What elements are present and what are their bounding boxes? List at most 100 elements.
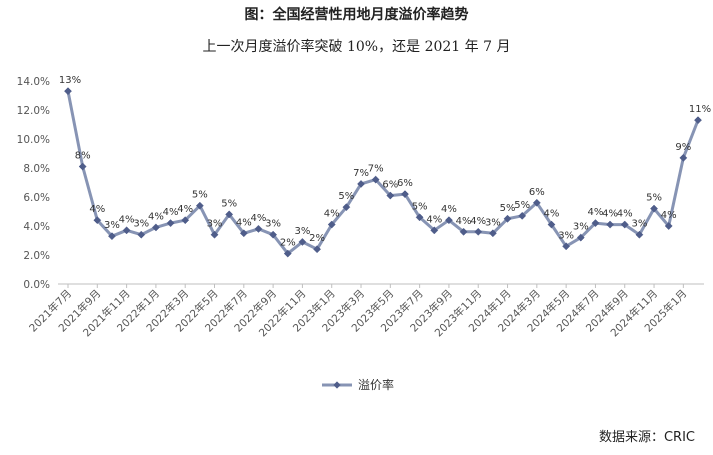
- data-label: 4%: [163, 207, 179, 218]
- data-point: [620, 220, 629, 229]
- data-label: 4%: [588, 207, 604, 218]
- data-label: 4%: [544, 209, 560, 220]
- data-point: [459, 227, 468, 236]
- chart-subtitle: 上一次月度溢价率突破 10%，还是 2021 年 7 月: [202, 39, 511, 55]
- data-point: [562, 242, 571, 251]
- legend-label: 溢价率: [358, 377, 394, 392]
- data-label: 4%: [119, 214, 135, 225]
- data-label: 3%: [104, 220, 120, 231]
- data-label: 3%: [558, 230, 574, 241]
- data-label: 4%: [148, 211, 164, 222]
- y-tick-label: 2.0%: [23, 250, 50, 262]
- data-label: 5%: [338, 191, 354, 202]
- data-label: 3%: [265, 219, 281, 230]
- data-point: [503, 214, 512, 223]
- data-point: [122, 226, 131, 235]
- data-point: [254, 224, 263, 233]
- data-point: [430, 226, 439, 235]
- data-point: [78, 162, 87, 171]
- data-point: [518, 211, 527, 220]
- data-point: [474, 227, 483, 236]
- data-label: 4%: [251, 213, 267, 224]
- data-label: 5%: [221, 198, 237, 209]
- data-point: [313, 245, 322, 254]
- data-label: 2%: [280, 238, 296, 249]
- data-point: [606, 220, 615, 229]
- data-label: 4%: [470, 216, 486, 227]
- data-label: 3%: [573, 222, 589, 233]
- data-label: 4%: [661, 210, 677, 221]
- data-label: 5%: [192, 190, 208, 201]
- data-point: [137, 230, 146, 239]
- data-label: 8%: [75, 151, 91, 162]
- data-label: 6%: [382, 180, 398, 191]
- data-label: 5%: [500, 203, 516, 214]
- data-point: [298, 237, 307, 246]
- data-point: [532, 198, 541, 207]
- data-point: [591, 219, 600, 228]
- data-point: [107, 232, 116, 241]
- y-tick-label: 10.0%: [17, 134, 50, 146]
- data-point: [635, 230, 644, 239]
- data-point: [488, 229, 497, 238]
- data-point: [166, 219, 175, 228]
- data-point: [64, 87, 72, 96]
- data-point: [181, 216, 190, 225]
- data-point: [357, 179, 365, 188]
- data-label: 4%: [426, 214, 442, 225]
- legend-marker: [333, 381, 341, 389]
- y-tick-label: 8.0%: [23, 163, 50, 175]
- data-label: 4%: [456, 216, 472, 227]
- data-label: 9%: [675, 142, 691, 153]
- data-label: 4%: [177, 204, 193, 215]
- data-label: 4%: [89, 204, 105, 215]
- data-label: 7%: [353, 168, 369, 179]
- data-label: 5%: [412, 201, 428, 212]
- data-label: 4%: [441, 204, 457, 215]
- data-point: [371, 175, 380, 184]
- data-label: 4%: [236, 217, 252, 228]
- data-point: [444, 216, 453, 225]
- chart-title: 图：全国经营性用地月度溢价率趋势: [244, 7, 469, 23]
- data-label: 3%: [485, 217, 501, 228]
- data-label: 6%: [529, 187, 545, 198]
- data-source: 数据来源：CRIC: [598, 430, 695, 445]
- data-point: [650, 204, 659, 213]
- data-label: 5%: [514, 200, 530, 211]
- data-point: [210, 230, 219, 239]
- data-label: 4%: [324, 209, 340, 220]
- data-point: [664, 222, 673, 230]
- data-label: 4%: [602, 209, 618, 220]
- y-tick-label: 6.0%: [23, 192, 50, 204]
- data-label: 11%: [689, 104, 711, 115]
- data-point: [694, 116, 702, 125]
- data-point: [342, 203, 351, 212]
- data-label: 5%: [646, 193, 662, 204]
- data-point: [576, 233, 585, 242]
- data-point: [225, 210, 234, 219]
- data-label: 4%: [617, 209, 633, 220]
- data-label: 3%: [207, 219, 223, 230]
- data-point: [283, 249, 292, 258]
- data-label: 3%: [133, 219, 149, 230]
- data-label: 3%: [631, 219, 647, 230]
- data-point: [151, 223, 160, 232]
- data-label: 13%: [59, 75, 81, 86]
- y-tick-label: 12.0%: [17, 105, 50, 117]
- y-tick-label: 4.0%: [23, 221, 50, 233]
- data-point: [327, 220, 336, 229]
- data-point: [269, 230, 278, 239]
- data-point: [93, 216, 102, 225]
- data-label: 2%: [309, 233, 325, 244]
- data-point: [195, 201, 204, 210]
- data-label: 7%: [368, 164, 384, 175]
- y-tick-label: 0.0%: [23, 279, 50, 291]
- data-point: [679, 153, 688, 162]
- data-point: [415, 213, 424, 222]
- data-point: [386, 191, 395, 200]
- y-tick-label: 14.0%: [17, 76, 50, 88]
- data-point: [547, 220, 556, 229]
- data-point: [239, 229, 248, 238]
- data-point: [401, 190, 409, 199]
